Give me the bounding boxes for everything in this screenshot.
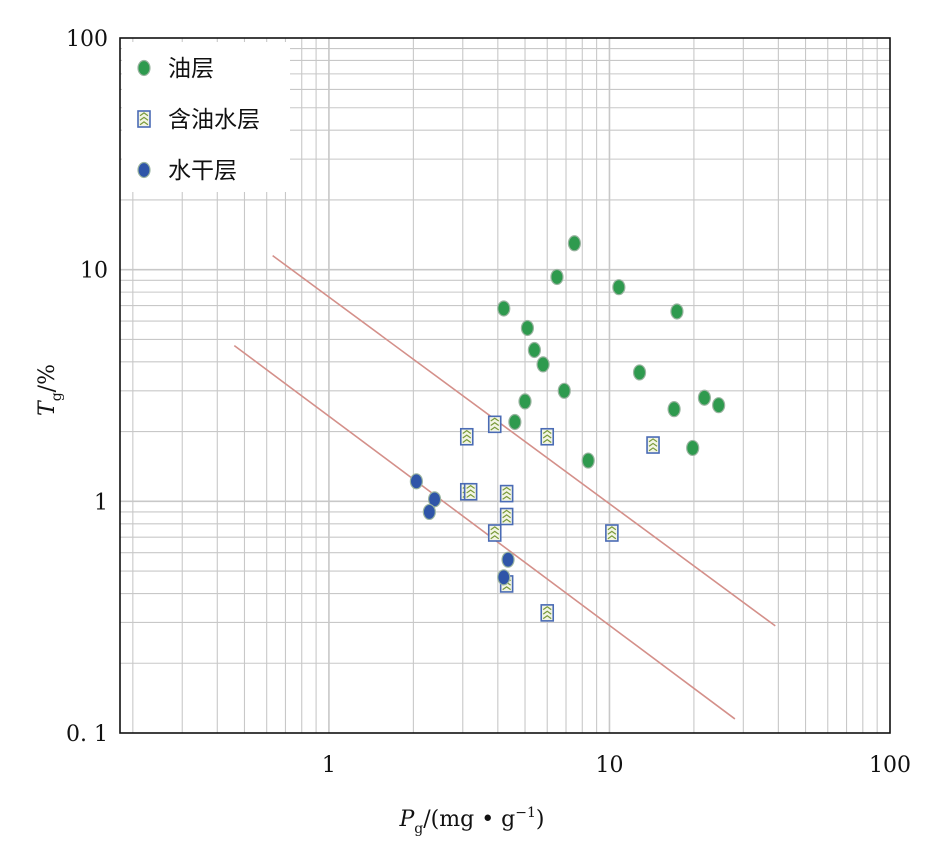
data-point-series-1 — [581, 452, 595, 469]
data-point-series-2 — [646, 436, 660, 454]
data-point-series-1 — [508, 413, 522, 431]
data-point-series-2 — [487, 524, 502, 542]
data-point-series-2 — [540, 427, 555, 446]
data-point-series-1 — [536, 356, 550, 373]
data-point-series-1 — [632, 364, 647, 381]
plot-frame — [119, 37, 891, 734]
data-point-series-1 — [518, 393, 532, 410]
boundary-lines — [233, 254, 776, 720]
boundary-line — [272, 254, 776, 627]
data-point-series-2 — [499, 484, 514, 503]
data-points — [409, 235, 726, 622]
data-point-series-1 — [527, 341, 541, 359]
legend-item: 油层 — [137, 56, 214, 82]
legend-label: 含油水层 — [168, 107, 260, 133]
data-point-series-3 — [497, 569, 511, 586]
legend-marker — [137, 110, 151, 128]
x-tick-label: 100 — [869, 753, 911, 778]
data-point-series-3 — [501, 551, 515, 568]
data-point-series-1 — [670, 303, 684, 320]
data-point-series-2 — [487, 415, 502, 434]
data-point-series-2 — [459, 427, 474, 446]
legend-item: 含油水层 — [137, 107, 260, 133]
data-point-series-3 — [422, 503, 436, 521]
data-point-series-2 — [540, 604, 555, 622]
x-tick-label: 10 — [595, 753, 623, 778]
y-tick-label: 100 — [66, 27, 108, 52]
data-point-series-3 — [409, 473, 423, 490]
y-tick-label: 0. 1 — [66, 722, 108, 747]
data-point-series-1 — [667, 401, 681, 418]
data-point-series-2 — [499, 507, 514, 526]
data-point-series-1 — [567, 235, 582, 252]
data-point-series-2 — [463, 482, 478, 501]
legend-label: 水干层 — [168, 158, 237, 184]
y-axis-label: Tg/% — [35, 364, 65, 416]
data-point-series-1 — [712, 397, 726, 414]
data-point-series-3 — [427, 491, 442, 508]
data-point-series-1 — [697, 389, 712, 406]
data-point-series-1 — [557, 382, 571, 399]
legend-label: 油层 — [168, 56, 214, 82]
x-axis-label: Pg/(mg • g−1) — [398, 805, 544, 837]
legend-marker — [137, 59, 151, 77]
x-axis-ticks: 1 10 100 — [322, 753, 911, 778]
data-point-series-2 — [605, 524, 619, 542]
y-axis-ticks: 0. 1 1 10 100 — [66, 27, 108, 747]
x-tick-label: 1 — [322, 753, 336, 778]
legend-marker — [137, 161, 151, 179]
y-tick-label: 10 — [80, 259, 108, 284]
data-point-series-1 — [686, 439, 700, 457]
legend-item: 水干层 — [137, 158, 237, 184]
y-tick-label: 1 — [94, 490, 108, 515]
data-point-series-1 — [612, 279, 626, 296]
data-point-series-1 — [550, 268, 564, 286]
data-point-series-1 — [497, 300, 511, 317]
boundary-line — [233, 344, 736, 720]
data-point-series-1 — [520, 319, 535, 337]
